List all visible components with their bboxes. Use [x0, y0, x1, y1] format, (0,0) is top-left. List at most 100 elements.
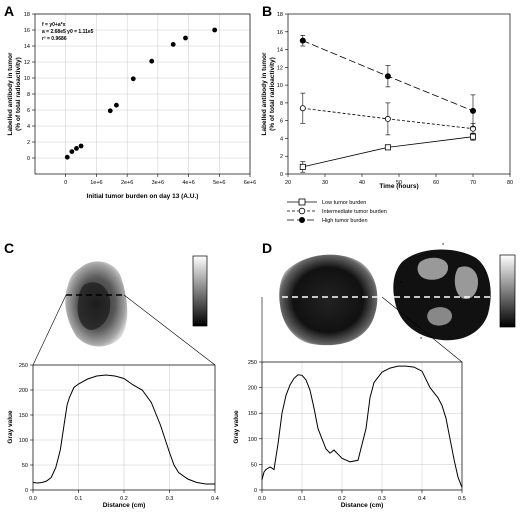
panel-d-y-tick-label: 50 [251, 462, 257, 468]
scatter-point [130, 76, 136, 82]
scatter-point [170, 42, 176, 47]
panel-a-x-tick-label: 4e+6 [182, 180, 194, 186]
scatter-point [149, 58, 155, 64]
panel-b-x-tick-label: 40 [359, 180, 365, 186]
star-3: * [484, 272, 487, 278]
panel-d-x-tick-label: 0.2 [338, 496, 346, 502]
panel-a-y-label-2: (% of total radioactivity) [15, 57, 22, 131]
panel-b-y-tick-label: 12 [277, 65, 283, 71]
panel-d-x-tick-label: 0.1 [298, 496, 306, 502]
panel-a-y-tick-label: 10 [24, 76, 30, 82]
panel-b-y-tick-label: 14 [277, 48, 283, 54]
panel-b-y-tick-label: 6 [280, 119, 283, 125]
scatter-point [107, 108, 113, 114]
panel-d-frame [261, 361, 463, 491]
panel-b-y-tick-label: 18 [277, 12, 283, 18]
panel-d-y-tick-label: 200 [248, 386, 257, 392]
panel-a-y-tick-label: 4 [27, 124, 30, 130]
data-point [299, 105, 306, 112]
zoom-line-c-right [123, 294, 216, 366]
panel-d-x-tick-label: 0.5 [458, 496, 466, 502]
legend-high: High tumor burden [287, 217, 368, 224]
panel-b-x-tick-label: 60 [433, 180, 439, 186]
panel-a-x-tick-label: 0 [64, 180, 67, 186]
fit-equation: f = y0+a*x [42, 22, 66, 28]
panel-d-y-tick-label: 150 [248, 411, 257, 417]
legend-marker-low [298, 198, 306, 206]
legend-label-high: High tumor burden [322, 218, 368, 224]
panel-a-x-tick-label: 3e+6 [152, 180, 164, 186]
panel-b-y-tick-label: 16 [277, 30, 283, 36]
panel-c-y-tick-label: 200 [19, 388, 28, 394]
panel-letter-b: B [262, 3, 272, 19]
legend-label-low: Low tumor burden [322, 200, 366, 206]
panel-b-x-tick-label: 80 [507, 180, 513, 186]
necrotic-area-3 [427, 307, 452, 326]
zoom-line-c-left [32, 294, 67, 366]
panel-d-y-tick-label: 100 [248, 437, 257, 443]
gray-profile-c [32, 374, 215, 485]
data-point [384, 144, 391, 151]
panel-d-y-label: Gray value [233, 410, 240, 444]
gray-profile-d [261, 365, 463, 488]
panel-c: 0.0 0.1 0.2 0.3 0.4 0 50 100 150 200 250 Distance … [7, 255, 219, 509]
data-point [299, 37, 306, 44]
panel-a-x-tick-label: 5e+6 [213, 180, 225, 186]
tumor-image-d-right [393, 249, 491, 341]
panel-b-frame [287, 13, 511, 175]
panel-b-y-tick-label: 8 [280, 101, 283, 107]
star-4: * [420, 337, 423, 343]
panel-b-x-tick-label: 50 [396, 180, 402, 186]
panel-a-x-tick-label: 6e+6 [244, 180, 256, 186]
panel-a-y-tick-label: 6 [27, 108, 30, 114]
panel-a-y-tick-label: 8 [27, 92, 30, 98]
scatter-point [74, 146, 79, 151]
panel-b-y-tick-label: 2 [280, 154, 283, 160]
panel-c-x-label: Distance (cm) [103, 502, 146, 509]
data-point [384, 115, 391, 122]
panel-b-x-tick-label: 30 [322, 180, 328, 186]
scatter-point [64, 154, 70, 160]
panel-letter-a: A [4, 3, 14, 19]
panel-b-legend: Low tumor burden Intermediate tumor burd… [287, 198, 387, 224]
legend-marker-high [299, 217, 305, 223]
panel-b-time-course: 20 30 40 50 60 70 80 0 2 4 6 8 10 12 14 16 18 Time (hour… [261, 12, 513, 224]
panel-b-x-tick-label: 20 [285, 180, 291, 186]
panel-c-y-tick-label: 50 [22, 463, 28, 469]
data-point [469, 133, 476, 140]
zoom-line-d-right [381, 296, 463, 363]
legend-low: Low tumor burden [287, 198, 366, 206]
panel-c-y-tick-label: 150 [19, 413, 28, 419]
panel-d-y-tick-label: 0 [254, 488, 257, 494]
star-1: * [442, 243, 445, 249]
panel-letter-d: D [262, 240, 272, 256]
panel-c-y-tick-label: 0 [25, 488, 28, 494]
scatter-point [113, 102, 119, 108]
panel-b-x-tick-label: 70 [470, 180, 476, 186]
panel-c-x-tick-label: 0.2 [120, 496, 128, 502]
legend-label-intermediate: Intermediate tumor burden [322, 209, 387, 215]
panel-a-y-tick-label: 14 [24, 44, 30, 50]
star-2: * [400, 281, 403, 287]
panel-b-y-tick-label: 4 [280, 136, 283, 142]
necrotic-area-1 [417, 257, 449, 280]
panel-d-y-tick-label: 250 [248, 360, 257, 366]
scatter-point [212, 27, 218, 33]
panel-d-x-tick-label: 0.4 [418, 496, 426, 502]
panel-a-x-label: Initial tumor burden on day 13 (A.U.) [87, 193, 199, 200]
series-line-0 [302, 136, 474, 168]
panel-a-y-tick-label: 18 [24, 12, 30, 18]
panel-d-x-label: Distance (cm) [341, 502, 384, 509]
scatter-point [69, 149, 75, 155]
legend-marker-intermediate [298, 207, 306, 215]
panel-d: * * * * 0.0 0.1 0.2 0.3 0.4 0.5 0 50 100 150 200 25… [233, 243, 516, 509]
panel-a-scatter: 0 1e+6 2e+6 3e+6 4e+6 5e+6 6e+6 0 2 4 6 8 10 12 14 16 18… [7, 12, 256, 200]
panel-c-y-tick-label: 250 [19, 363, 28, 369]
data-point [470, 107, 476, 114]
tumor-image-d-left [279, 254, 378, 346]
panel-d-x-tick-label: 0.3 [378, 496, 386, 502]
panel-a-x-tick-label: 2e+6 [121, 180, 133, 186]
panel-a-y-tick-label: 16 [24, 28, 30, 34]
data-point [384, 73, 391, 80]
